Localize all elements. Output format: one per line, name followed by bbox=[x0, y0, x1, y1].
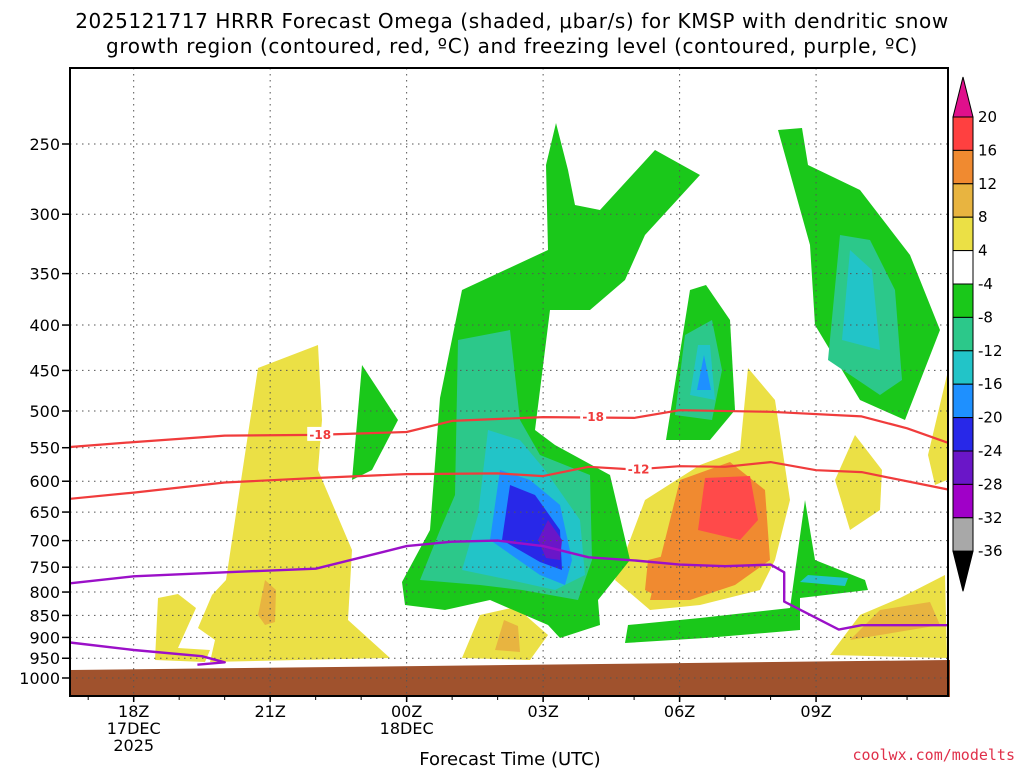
y-tick-label: 900 bbox=[29, 628, 60, 647]
omega-region-red-1 bbox=[698, 476, 758, 540]
colorbar-bottom-triangle bbox=[952, 550, 974, 592]
colorbar-tick-label: -32 bbox=[978, 509, 1003, 527]
contour-lines: -18 -18 -12 bbox=[69, 409, 949, 666]
colorbar-band bbox=[952, 116, 974, 151]
colorbar-tick-label: -20 bbox=[978, 409, 1003, 427]
x-tick-sublabel: 18DEC bbox=[380, 719, 434, 738]
freezing-level-line bbox=[69, 539, 948, 631]
colorbar-band bbox=[952, 417, 974, 452]
y-axis-ticks: 250 300 350 400 450 500 550 600 650 700 750 800 850 9… bbox=[19, 135, 70, 688]
colorbar-band bbox=[952, 383, 974, 419]
colorbar-tick-label: -16 bbox=[978, 375, 1003, 393]
omega-region-orange-5 bbox=[258, 580, 276, 625]
omega-region-orange-2 bbox=[645, 555, 680, 598]
colorbar-tick-label: -12 bbox=[978, 342, 1003, 360]
colorbar-band bbox=[952, 283, 974, 318]
red-contour-line bbox=[69, 409, 949, 449]
y-tick-label: 350 bbox=[29, 265, 60, 284]
y-tick-label: 950 bbox=[29, 649, 60, 668]
colorbar-band bbox=[952, 517, 974, 552]
chart-title-line1: 2025121717 HRRR Forecast Omega (shaded, … bbox=[75, 9, 949, 33]
colorbar: 20 16 12 8 4 -4 -8 -12 -16 -20 -24 -28 -32 -36 bbox=[952, 76, 1003, 592]
x-tick-label: 00Z bbox=[391, 702, 422, 721]
omega-region-yellow-7 bbox=[928, 375, 947, 485]
y-tick-label: 300 bbox=[29, 205, 60, 224]
x-tick-sublabel: 2025 bbox=[113, 736, 154, 755]
x-tick-label: 09Z bbox=[800, 702, 831, 721]
colorbar-tick-label: -4 bbox=[978, 275, 993, 293]
colorbar-band bbox=[952, 216, 974, 252]
plot-frame bbox=[69, 67, 949, 697]
omega-region-green-2 bbox=[352, 365, 398, 480]
y-tick-label: 750 bbox=[29, 558, 60, 577]
y-tick-label: 600 bbox=[29, 472, 60, 491]
y-tick-label: 250 bbox=[29, 135, 60, 154]
colorbar-band bbox=[952, 149, 974, 185]
colorbar-tick-label: 16 bbox=[978, 141, 997, 159]
y-tick-label: 550 bbox=[29, 439, 60, 458]
y-tick-label: 450 bbox=[29, 361, 60, 380]
colorbar-band bbox=[952, 250, 974, 285]
colorbar-tick-label: -8 bbox=[978, 308, 993, 326]
y-tick-label: 800 bbox=[29, 583, 60, 602]
y-tick-label: 400 bbox=[29, 316, 60, 335]
y-tick-label: 650 bbox=[29, 503, 60, 522]
freezing-level-lower-line bbox=[69, 641, 226, 666]
colorbar-tick-label: -28 bbox=[978, 475, 1003, 493]
omega-region-teal-4 bbox=[800, 575, 848, 586]
red-contour-label: -18 bbox=[582, 410, 604, 424]
colorbar-tick-label: -36 bbox=[978, 542, 1003, 560]
red-contour-label: -18 bbox=[309, 428, 331, 442]
y-tick-label: 1000 bbox=[19, 669, 60, 688]
colorbar-band bbox=[952, 183, 974, 218]
y-tick-label: 850 bbox=[29, 606, 60, 625]
colorbar-tick-label: 4 bbox=[978, 242, 988, 260]
omega-region-orange-3 bbox=[495, 620, 520, 652]
contour-label-bg bbox=[580, 409, 607, 424]
omega-region-yellow-6 bbox=[835, 435, 882, 530]
x-tick-sublabel: 17DEC bbox=[107, 719, 161, 738]
chart-grid bbox=[70, 68, 948, 696]
omega-region-yellow-2 bbox=[155, 594, 210, 662]
colorbar-tick-label: 8 bbox=[978, 208, 988, 226]
omega-region-orange-4 bbox=[850, 602, 940, 640]
colorbar-tick-label: 20 bbox=[978, 108, 997, 126]
colorbar-tick-label: 12 bbox=[978, 175, 997, 193]
x-tick-label: 03Z bbox=[527, 702, 558, 721]
omega-region-blue-2 bbox=[697, 355, 711, 390]
colorbar-band bbox=[952, 483, 974, 519]
credit-text: coolwx.com/modelts bbox=[852, 746, 1015, 764]
colorbar-band bbox=[952, 316, 974, 352]
x-axis-label: Forecast Time (UTC) bbox=[419, 749, 600, 768]
y-tick-label: 500 bbox=[29, 402, 60, 421]
x-tick-label: 21Z bbox=[255, 702, 286, 721]
contour-label-bg bbox=[625, 461, 652, 476]
colorbar-band bbox=[952, 350, 974, 385]
omega-region-green-5 bbox=[625, 500, 868, 643]
colorbar-tick-label: -24 bbox=[978, 442, 1003, 460]
red-contour-line bbox=[69, 461, 949, 500]
contour-label-bg bbox=[307, 426, 334, 441]
x-tick-label: 06Z bbox=[664, 702, 695, 721]
omega-region-yellow-1 bbox=[198, 345, 390, 662]
colorbar-band bbox=[952, 450, 974, 485]
x-tick-label: 18Z bbox=[118, 702, 149, 721]
colorbar-top-triangle bbox=[952, 76, 974, 118]
terrain-fill bbox=[70, 660, 950, 697]
red-contour-label: -12 bbox=[628, 462, 650, 476]
y-tick-label: 700 bbox=[29, 532, 60, 551]
chart-title-line2: growth region (contoured, red, ºC) and f… bbox=[106, 34, 918, 58]
